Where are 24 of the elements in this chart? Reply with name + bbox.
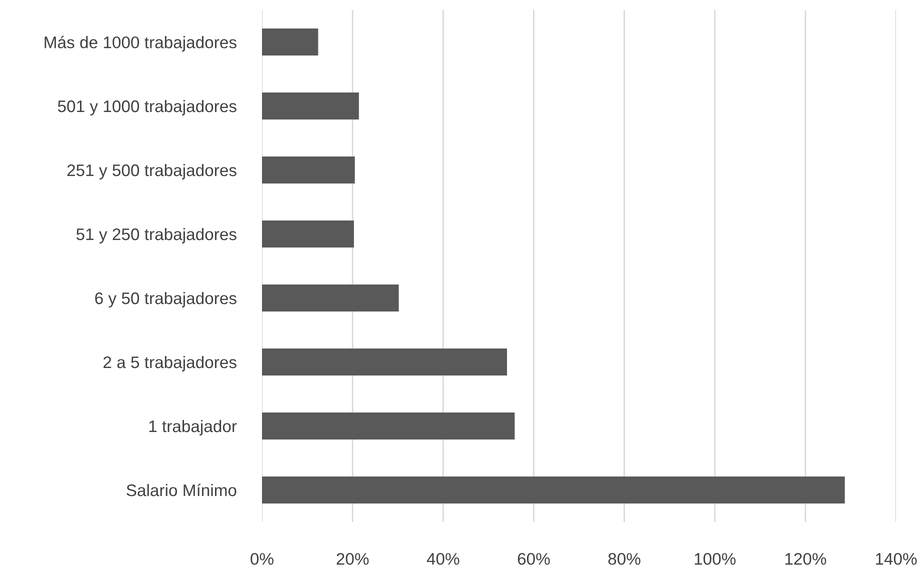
bar — [262, 220, 354, 248]
bar — [262, 28, 318, 56]
x-tick-label: 40% — [426, 552, 460, 565]
y-tick-label: 2 a 5 trabajadores — [104, 356, 236, 372]
bar — [262, 412, 515, 440]
y-tick-label: Más de 1000 trabajadores — [44, 36, 236, 52]
y-tick-label: 6 y 50 trabajadores — [95, 292, 236, 308]
y-tick-label: 501 y 1000 trabajadores — [58, 100, 236, 116]
bar — [262, 92, 359, 120]
bar — [262, 156, 355, 184]
y-tick-label: Salario Mínimo — [126, 484, 236, 496]
x-tick-label: 20% — [336, 552, 369, 565]
y-tick-label: 251 y 500 trabajadores — [67, 164, 236, 180]
x-tick-label: 0% — [250, 552, 274, 565]
x-tick-label: 80% — [608, 552, 640, 565]
bar — [262, 476, 845, 504]
x-tick-label: 60% — [518, 552, 550, 565]
x-tick-label: 120% — [785, 552, 826, 565]
y-tick-label: 51 y 250 trabajadores — [76, 228, 236, 244]
bar — [262, 348, 507, 376]
bar — [262, 284, 399, 312]
x-tick-label: 100% — [694, 552, 736, 565]
y-tick-label: 1 trabajador — [149, 420, 237, 436]
x-tick-label: 140% — [876, 552, 917, 565]
